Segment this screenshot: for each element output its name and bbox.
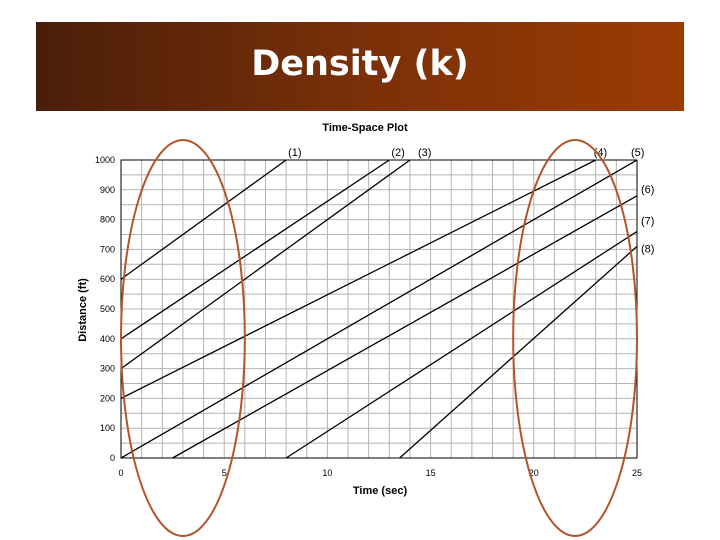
y-tick-label: 400 [100,334,115,344]
slide-header-bar: Density (k) [36,22,684,111]
x-tick-label: 25 [632,468,642,478]
slide-title: Density (k) [251,44,469,84]
x-axis-title: Time (sec) [353,485,408,497]
series-line [120,159,411,370]
y-tick-label: 0 [110,453,115,463]
series-line [120,159,596,399]
x-tick-label: 0 [118,468,123,478]
x-tick-label: 5 [222,468,227,478]
series-line [399,245,638,459]
x-tick-label: 20 [529,468,539,478]
series-label: (4) [594,147,607,159]
y-tick-label: 100 [100,423,115,433]
y-tick-label: 900 [100,185,115,195]
series-labels: (1) (2) (3) (4) (5) (6) (7) (8) [288,147,654,255]
series-label: (8) [641,243,654,255]
series-lines [120,159,638,459]
series-line [172,195,638,459]
series-line [120,159,390,340]
y-tick-label: 800 [100,215,115,225]
chart-title: Time-Space Plot [322,122,408,134]
series-label: (6) [641,184,654,196]
y-tick-label: 500 [100,304,115,314]
y-tick-label: 300 [100,364,115,374]
series-line [120,159,287,280]
y-axis-title: Distance (ft) [77,278,89,342]
series-label: (1) [288,147,301,159]
series-label: (5) [631,147,644,159]
highlight-ellipse [512,139,639,537]
y-tick-label: 200 [100,393,115,403]
y-tick-label: 1000 [95,155,115,165]
series-line [120,159,638,459]
series-label: (7) [641,216,654,228]
highlight-ellipse [120,139,246,537]
series-line [285,230,638,459]
y-tick-label: 600 [100,274,115,284]
series-label: (3) [418,147,431,159]
highlight-ellipses [120,139,639,537]
axis-ticks: 0 100 200 300 400 500 600 700 800 900 1000 0 5 10 15 20… [95,155,642,478]
x-tick-label: 10 [322,468,332,478]
x-tick-label: 15 [426,468,436,478]
y-tick-label: 700 [100,244,115,254]
series-label: (2) [391,147,404,159]
